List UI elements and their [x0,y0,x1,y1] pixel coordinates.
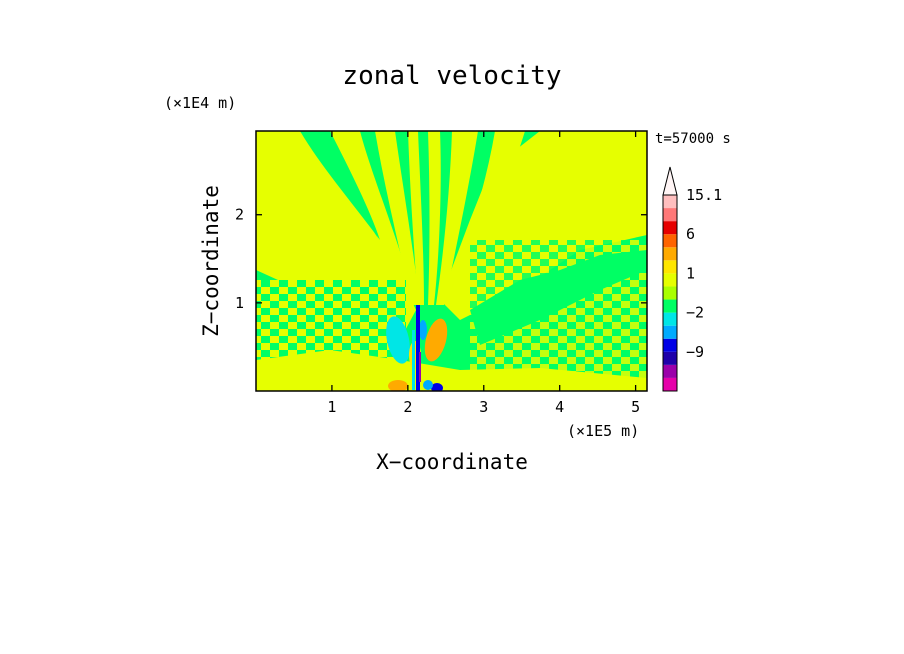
heatmap-field [256,131,647,391]
colorbar-label: −9 [686,343,704,361]
colorbar-swatch [663,377,677,391]
colorbar-swatch [663,351,677,365]
colorbar-swatch [663,338,677,352]
wave-band-3 [408,131,424,305]
x-tick-label: 2 [403,398,412,416]
x-tick-label: 5 [631,398,640,416]
colorbar-swatch [663,364,677,378]
colorbar-swatch [663,325,677,339]
x-unit-label: (×1E5 m) [567,422,639,440]
yellow-near-surface [256,350,647,391]
colorbar-frame [662,194,678,392]
colorbar-swatch [663,234,677,248]
colorbar-swatch [663,221,677,235]
colorbar-label: 6 [686,225,695,243]
wave-band-4 [428,131,441,305]
colorbar: 15.1 6 1 −2 −9 [662,166,722,392]
surface-cell-blue [431,383,443,391]
green-wedge-right [470,250,647,345]
x-tick-label: 3 [479,398,488,416]
wave-band-6 [445,131,525,305]
jet-edge [412,330,415,390]
plot-frame [255,130,648,392]
jet-core [416,305,420,391]
dipole-positive-right [424,318,448,362]
y-tick-label: 2 [235,206,244,224]
dipole-cyan-mid [419,320,427,340]
x-tick-label: 4 [555,398,564,416]
colorbar-swatch [663,195,677,209]
colorbar-swatch [663,247,677,261]
dipole-negative-left [386,316,410,364]
surface-cell-cyan [423,380,433,390]
colorbar-swatch [663,260,677,274]
x-axis-label: X−coordinate [376,450,528,474]
wave-band-green-upper [300,131,380,240]
time-label: t=57000 s [655,131,731,147]
y-unit-label: (×1E4 m) [164,94,236,112]
y-axis-label: Z−coordinate [199,185,223,337]
jet-magenta [419,352,421,382]
colorbar-swatch [663,299,677,313]
colorbar-swatch [663,312,677,326]
colorbar-swatch [663,286,677,300]
surface-cell-orange [388,380,408,391]
colorbar-swatch [663,208,677,222]
x-axis-ticks: 1 2 3 4 5 [327,131,640,416]
y-tick-label: 1 [235,294,244,312]
y-axis-ticks: 12 [235,206,647,312]
colorbar-label: 1 [686,264,695,282]
wave-band-5 [436,131,478,305]
colorbar-swatch [663,273,677,287]
colorbar-label: 15.1 [686,186,722,204]
x-tick-label: 1 [327,398,336,416]
colorbar-extension [662,166,678,196]
chart-title: zonal velocity [342,61,561,91]
colorbar-label: −2 [686,304,704,322]
wave-band-2 [375,131,420,305]
